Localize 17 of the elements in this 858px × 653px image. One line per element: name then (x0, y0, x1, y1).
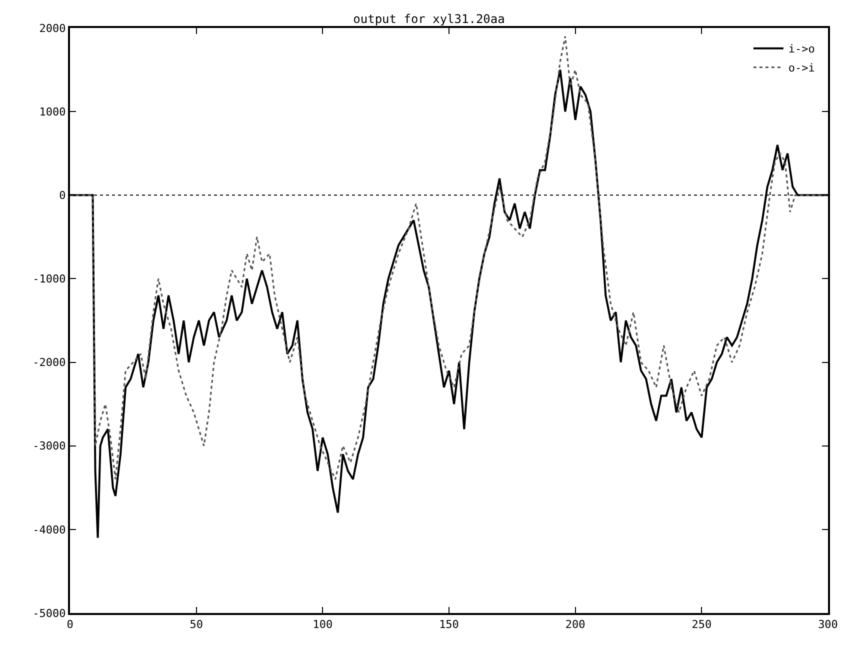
y-tick-label: -1000 (32, 272, 66, 286)
y-tick-label: -5000 (32, 606, 66, 620)
y-tick-label: -3000 (32, 440, 66, 453)
x-tick-label: 200 (565, 618, 586, 632)
y-tick-label: -2000 (32, 356, 66, 370)
legend-label: o->i (788, 62, 815, 75)
x-tick-label: 50 (190, 618, 203, 632)
chart-title: output for xyl31.20aa (353, 12, 505, 26)
y-tick-label: 0 (59, 188, 66, 202)
x-tick-label: 300 (818, 618, 838, 632)
legend-label: i->o (788, 42, 815, 56)
y-tick-label: -4000 (32, 523, 66, 536)
x-tick-label: 150 (439, 618, 459, 632)
y-tick-label: 2000 (39, 22, 66, 35)
y-tick-label: 1000 (39, 105, 66, 118)
x-tick-label: 250 (692, 618, 712, 632)
x-tick-label: 100 (312, 618, 333, 632)
